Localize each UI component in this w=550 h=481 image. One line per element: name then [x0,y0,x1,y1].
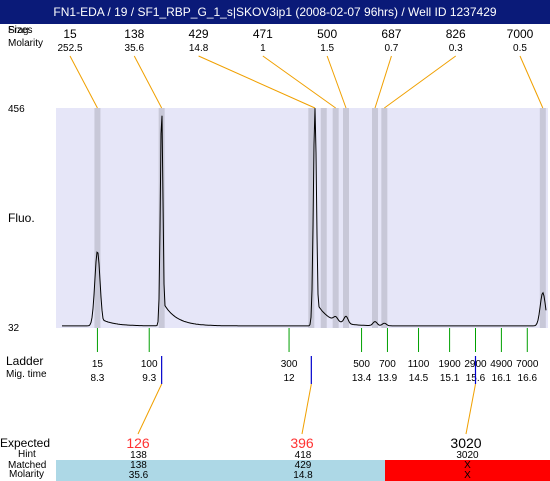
matched-value: X [385,460,550,471]
ladder-time-label: 13.4 [352,373,372,384]
hint-row-label: Hint [18,449,36,460]
expected-table-column: 138 138 35.6 [56,436,221,481]
peak-molarity-label: 1 [260,43,266,54]
peak-molarity-label: 0.5 [513,43,527,54]
matched-row-label: Matched [8,460,47,471]
peak-size-label: 687 [381,27,401,41]
size-leader-line [374,55,392,109]
peak-molarity-label: 252.5 [57,43,82,54]
size-leader-line [69,55,98,109]
ladder-size-label: 500 [353,359,370,370]
frag-row-label: Frag. [8,25,32,36]
molarity-row-label: Molarity [8,38,44,49]
y-bottom-tick: 32 [8,323,20,334]
ladder-size-label: 1100 [408,359,430,370]
peak-band [158,108,165,328]
peak-size-label: 7000 [507,27,534,41]
peak-band [539,108,546,328]
peak-band [381,108,388,328]
size-leader-line [262,55,336,109]
expected-leader-line [465,383,476,435]
ladder-time-label: 13.9 [378,373,398,384]
peak-molarity-label: 14.8 [189,43,209,54]
peak-band [332,108,339,328]
molarity-value: 14.8 [221,470,385,481]
size-leader-line [326,55,347,109]
hint-value: 418 [294,450,312,461]
peak-size-label: 138 [124,27,144,41]
y-top-tick: 456 [8,104,25,115]
peak-size-label: 471 [253,27,273,41]
molarity-value: 35.6 [56,470,221,481]
peak-size-label: 500 [317,27,337,41]
molarity-value: X [385,470,550,481]
expected-leader-line [301,383,312,435]
peak-molarity-label: 0.3 [449,43,463,54]
hint-value: 3020 [456,450,479,461]
peak-band [372,108,379,328]
expected-value-label: 396 [290,435,314,451]
size-leader-line [519,55,544,109]
expected-table-column: 3020 X X [385,436,550,481]
window-title: FN1-EDA / 19 / SF1_RBP_G_1_s|SKOV3ip1 (2… [0,0,550,24]
expected-value-label: 3020 [450,435,481,451]
ladder-size-label: 7000 [516,359,539,370]
ladder-label: Ladder [6,354,44,368]
ladder-size-label: 100 [141,359,158,370]
ladder-size-label: 300 [281,359,298,370]
peak-band [320,108,327,328]
peak-band [308,108,315,328]
ladder-size-label: 1900 [438,359,461,370]
peak-molarity-label: 1.5 [320,43,334,54]
molarity-bottom-row-label: Molarity [9,469,45,480]
hint-value: 138 [130,450,147,461]
ladder-time-label: 12 [283,373,295,384]
expected-table: 138 138 35.6 418 429 14.8 3020 X X [0,436,550,481]
peak-size-label: 826 [446,27,466,41]
ladder-time-label: 16.6 [518,373,538,384]
expected-table-column: 418 429 14.8 [221,436,385,481]
size-leader-line [198,55,316,109]
ladder-time-label: 16.1 [492,373,512,384]
ladder-size-label: 700 [379,359,396,370]
peak-band [94,108,101,328]
sizes-row-label: Sizes [8,25,33,36]
ladder-time-label: 8.3 [90,373,104,384]
expected-value-label: 126 [126,435,150,451]
peak-size-label: 429 [189,27,209,41]
peak-molarity-label: 0.7 [384,43,398,54]
matched-value: 429 [221,460,385,471]
size-leader-line [384,55,457,109]
peak-size-label: 15 [63,27,77,41]
plot-area [56,108,548,328]
expected-leader-line [137,383,163,435]
ladder-size-label: 15 [92,359,104,370]
ladder-size-label: 4900 [490,359,513,370]
peak-molarity-label: 35.6 [125,43,145,54]
y-axis-label: Fluo. [8,211,35,225]
ladder-time-label: 14.5 [409,373,429,384]
ladder-time-label: 9.3 [142,373,156,384]
expected-row-label: Expected [0,436,51,450]
migtime-label: Mig. time [6,369,47,380]
size-leader-line [133,55,163,109]
peak-band [343,108,350,328]
fluorescence-trace [62,108,547,327]
matched-value: 138 [56,460,221,471]
ladder-time-label: 15.1 [440,373,460,384]
